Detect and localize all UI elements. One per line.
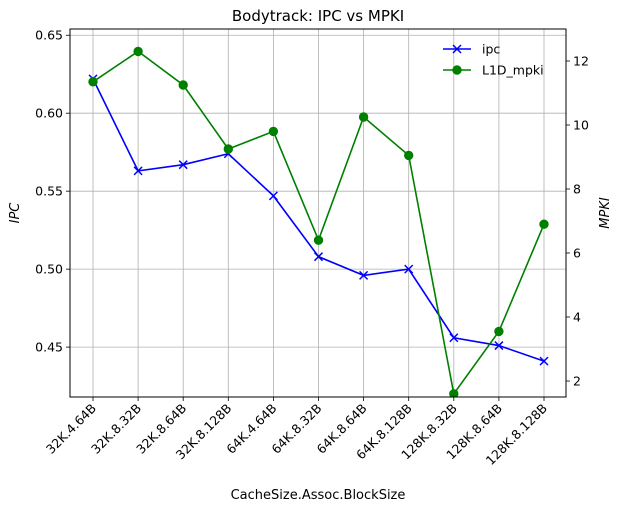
y-right-tick-label: 12: [573, 54, 589, 69]
data-point-ipc-stroke: [404, 264, 414, 274]
data-point-ipc-stroke: [539, 356, 549, 366]
data-point-l1d-mpki: [88, 77, 98, 87]
legend-label-l1d-mpki: L1D_mpki: [482, 63, 544, 78]
y-axis-right-label: MPKI: [598, 197, 613, 229]
data-point-l1d-mpki: [223, 144, 234, 154]
chart-title: Bodytrack: IPC vs MPKI: [232, 7, 404, 25]
legend-marker-ipc-stroke: [452, 44, 462, 54]
data-point-ipc: [133, 166, 143, 176]
y-left-tick-label: 0.65: [35, 28, 63, 43]
y-axis-left-label: IPC: [8, 202, 23, 224]
x-axis-label: CacheSize.Assoc.BlockSize: [231, 488, 406, 503]
y-right-tick-label: 2: [573, 374, 581, 389]
data-point-ipc-stroke: [133, 166, 143, 176]
data-point-ipc-stroke: [178, 160, 188, 170]
y-left-tick-label: 0.60: [35, 106, 63, 121]
data-point-ipc: [449, 333, 459, 343]
y-left-tick-label: 0.55: [35, 184, 63, 199]
data-point-ipc: [404, 264, 414, 274]
y-right-tick-label: 4: [573, 310, 581, 325]
data-point-l1d-mpki: [539, 219, 549, 229]
plot-frame: [69, 28, 567, 398]
data-point-l1d-mpki: [404, 150, 414, 161]
plot-lines: [88, 46, 549, 397]
data-point-ipc: [359, 270, 369, 280]
data-point-ipc: [313, 252, 324, 262]
data-point-l1d-mpki: [313, 235, 324, 245]
legend-label-ipc: ipc: [482, 42, 500, 57]
data-point-ipc: [539, 356, 549, 366]
data-point-l1d-mpki: [449, 389, 459, 397]
y-right-tick-label: 8: [573, 182, 581, 197]
legend: ipc L1D_mpki: [443, 42, 544, 78]
y-left-tick-label: 0.50: [35, 262, 63, 277]
y-right-tick-label: 6: [573, 246, 581, 261]
y-right-tick-label: 10: [573, 118, 589, 133]
legend-marker-ipc: [452, 44, 462, 54]
data-point-ipc: [178, 160, 188, 170]
data-point-ipc-stroke: [268, 191, 278, 201]
data-point-ipc-stroke: [449, 333, 459, 343]
data-point-l1d-mpki: [494, 326, 504, 337]
data-point-ipc-stroke: [313, 252, 324, 262]
data-point-l1d-mpki: [178, 80, 188, 90]
data-point-l1d-mpki: [133, 46, 143, 57]
y-left-tick-label: 0.45: [35, 340, 63, 355]
data-point-ipc: [494, 341, 504, 351]
data-point-l1d-mpki: [268, 126, 279, 137]
legend-marker-l1d-mpki: [452, 65, 462, 75]
data-point-ipc-stroke: [359, 270, 369, 280]
data-point-l1d-mpki: [358, 112, 369, 122]
data-point-ipc: [268, 191, 278, 201]
data-point-ipc-stroke: [494, 341, 504, 351]
